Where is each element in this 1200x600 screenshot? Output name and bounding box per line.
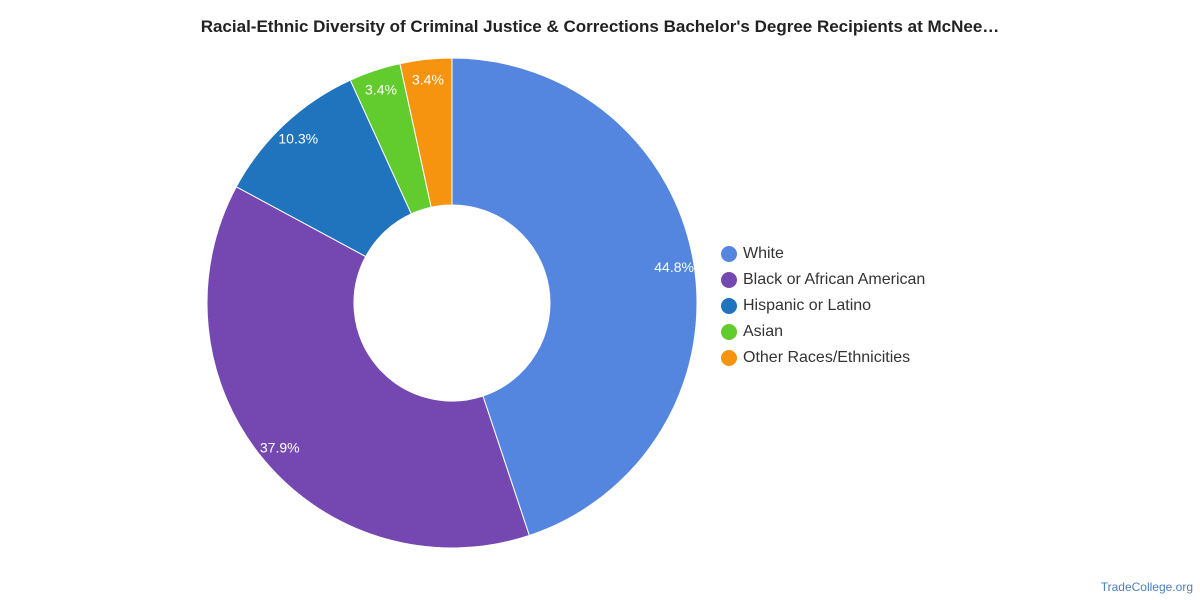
source-credit-link[interactable]: TradeCollege.org: [1100, 580, 1193, 594]
legend-label: Other Races/Ethnicities: [743, 349, 911, 366]
legend-swatch: [721, 272, 737, 288]
legend-item-hispanic-or-latino[interactable]: Hispanic or Latino: [721, 293, 925, 319]
legend-swatch: [721, 324, 737, 340]
slice-label-asian: 3.4%: [365, 81, 397, 97]
legend-item-black-or-african-american[interactable]: Black or African American: [721, 267, 925, 293]
legend-item-asian[interactable]: Asian: [721, 319, 925, 345]
slice-label-white: 44.8%: [654, 259, 694, 275]
slice-white[interactable]: [451, 57, 698, 537]
legend-label: White: [743, 245, 784, 262]
legend-swatch: [721, 298, 737, 314]
slice-hispanic-or-latino[interactable]: [235, 79, 412, 258]
slice-other-races-ethnicities[interactable]: [399, 57, 453, 208]
legend-label: Hispanic or Latino: [743, 297, 872, 314]
legend-item-other-races-ethnicities[interactable]: Other Races/Ethnicities: [721, 345, 925, 371]
legend-swatch: [721, 350, 737, 366]
legend: White Black or African American Hispanic o…: [721, 241, 925, 371]
chart-title: Racial-Ethnic Diversity of Criminal Just…: [200, 17, 1000, 36]
slice-black-or-african-american[interactable]: [206, 186, 530, 549]
legend-item-white[interactable]: White: [721, 241, 925, 267]
slice-label-black-or-african-american: 37.9%: [260, 440, 300, 456]
slice-label-other-races-ethnicities: 3.4%: [412, 71, 444, 87]
legend-label: Black or African American: [743, 271, 926, 288]
slice-label-hispanic-or-latino: 10.3%: [278, 131, 318, 147]
legend-label: Asian: [743, 323, 784, 340]
legend-swatch: [721, 246, 737, 262]
